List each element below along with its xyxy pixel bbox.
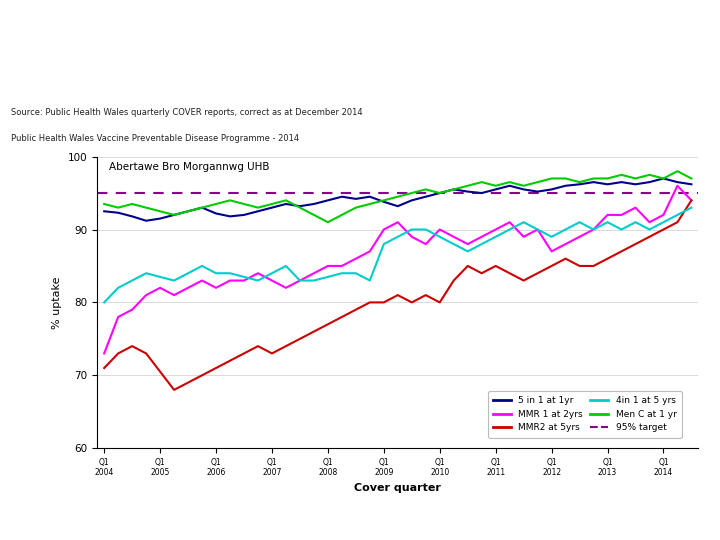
Y-axis label: % uptake: % uptake <box>53 276 63 329</box>
Text: Public Health Wales Vaccine Preventable Disease Programme - 2014: Public Health Wales Vaccine Preventable … <box>11 134 299 143</box>
Text: Abertawe Bro Morgannwg University HB trends in routine: Abertawe Bro Morgannwg University HB tre… <box>11 22 535 37</box>
X-axis label: Cover quarter: Cover quarter <box>354 483 441 493</box>
Text: Abertawe Bro Morgannwg UHB: Abertawe Bro Morgannwg UHB <box>109 163 270 172</box>
Text: childhood immunisations 2004 - 2014 Quarter 3: childhood immunisations 2004 - 2014 Quar… <box>11 58 443 73</box>
Text: Source: Public Health Wales quarterly COVER reports, correct as at December 2014: Source: Public Health Wales quarterly CO… <box>11 108 362 117</box>
Legend: 5 in 1 at 1yr, MMR 1 at 2yrs, MMR2 at 5yrs, 4in 1 at 5 yrs, Men C at 1 yr, 95% t: 5 in 1 at 1yr, MMR 1 at 2yrs, MMR2 at 5y… <box>487 391 682 438</box>
